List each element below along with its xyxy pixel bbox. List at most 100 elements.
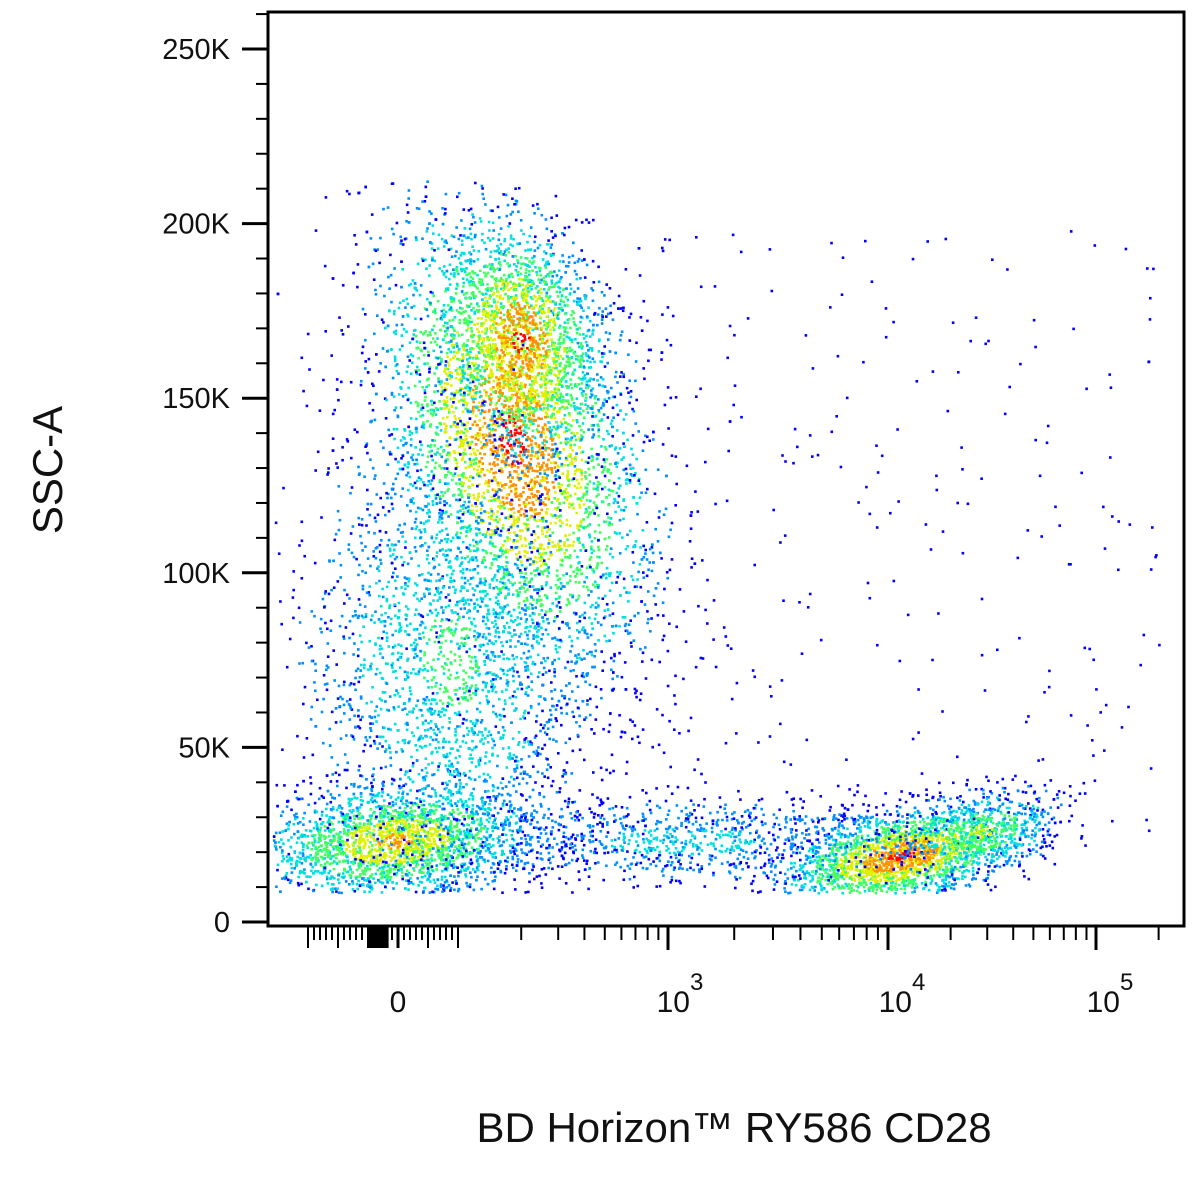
event-dot bbox=[516, 390, 520, 393]
event-dot bbox=[618, 518, 622, 522]
event-dot bbox=[459, 531, 463, 535]
event-dot bbox=[559, 307, 563, 311]
event-dot bbox=[584, 525, 588, 529]
event-dot bbox=[629, 395, 633, 399]
event-dot bbox=[494, 725, 498, 728]
event-dot bbox=[575, 432, 579, 435]
event-dot bbox=[525, 456, 529, 459]
event-dot bbox=[584, 477, 588, 480]
event-dot bbox=[666, 576, 669, 580]
event-dot bbox=[547, 429, 551, 432]
event-dot bbox=[516, 404, 519, 407]
event-dot bbox=[584, 340, 588, 344]
event-dot bbox=[580, 259, 584, 262]
event-dot bbox=[566, 298, 570, 302]
event-dot bbox=[586, 404, 590, 408]
event-dot bbox=[607, 390, 610, 394]
event-dot bbox=[514, 487, 518, 491]
event-dot bbox=[636, 578, 639, 581]
event-dot bbox=[472, 369, 476, 373]
event-dot bbox=[500, 489, 503, 492]
event-dot bbox=[531, 395, 534, 398]
event-dot bbox=[605, 496, 608, 499]
event-dot bbox=[457, 347, 461, 351]
event-dot bbox=[323, 264, 327, 268]
event-dot bbox=[515, 265, 518, 268]
event-dot bbox=[529, 226, 533, 229]
event-dot bbox=[411, 484, 415, 487]
event-dot bbox=[451, 296, 454, 299]
event-dot bbox=[427, 508, 430, 512]
event-dot bbox=[535, 494, 538, 498]
event-dot bbox=[436, 337, 439, 340]
event-dot bbox=[540, 278, 543, 282]
event-dot bbox=[543, 444, 546, 447]
event-dot bbox=[502, 486, 506, 490]
event-dot bbox=[519, 266, 523, 270]
event-dot bbox=[457, 474, 460, 477]
event-dot bbox=[430, 470, 434, 473]
event-dot bbox=[535, 444, 539, 448]
event-dot bbox=[516, 670, 519, 674]
event-dot bbox=[414, 369, 418, 372]
event-dot bbox=[389, 253, 392, 257]
event-dot bbox=[499, 250, 503, 253]
event-dot bbox=[619, 570, 622, 574]
event-dot bbox=[531, 435, 535, 438]
event-dot bbox=[625, 472, 628, 475]
event-dot bbox=[478, 334, 481, 337]
event-dot bbox=[458, 378, 461, 381]
event-dot bbox=[483, 559, 486, 562]
event-dot bbox=[564, 488, 568, 491]
event-dot bbox=[494, 329, 498, 332]
event-dot bbox=[468, 356, 472, 360]
event-dot bbox=[548, 323, 551, 327]
event-dot bbox=[518, 529, 522, 533]
event-dot bbox=[490, 304, 493, 308]
event-dot bbox=[455, 465, 459, 468]
event-dot bbox=[512, 328, 516, 331]
event-dot bbox=[596, 323, 599, 327]
event-dot bbox=[550, 467, 553, 470]
event-dot bbox=[433, 308, 437, 311]
event-dot bbox=[488, 439, 491, 442]
event-dot bbox=[454, 425, 458, 428]
event-dot bbox=[463, 500, 466, 504]
event-dot bbox=[632, 561, 635, 564]
event-dot bbox=[487, 349, 491, 352]
event-dot bbox=[469, 232, 473, 236]
event-dot bbox=[501, 544, 505, 547]
event-dot bbox=[651, 551, 655, 555]
event-dot bbox=[540, 375, 543, 379]
event-dot bbox=[514, 489, 518, 493]
event-dot bbox=[481, 425, 485, 428]
event-dot bbox=[419, 544, 422, 548]
event-dot bbox=[539, 468, 542, 471]
event-dot bbox=[581, 613, 584, 617]
event-dot bbox=[503, 582, 506, 586]
event-dot bbox=[585, 510, 589, 513]
event-dot bbox=[473, 221, 477, 224]
event-dot bbox=[688, 540, 692, 543]
event-dot bbox=[593, 397, 597, 400]
event-dot bbox=[421, 414, 425, 417]
event-dot bbox=[575, 452, 578, 455]
event-dot bbox=[462, 403, 465, 407]
event-dot bbox=[504, 279, 508, 283]
event-dot bbox=[529, 395, 532, 398]
event-dot bbox=[611, 425, 614, 429]
event-dot bbox=[416, 346, 420, 349]
event-dot bbox=[445, 396, 449, 399]
event-dot bbox=[633, 614, 636, 618]
event-dot bbox=[431, 692, 435, 695]
event-dot bbox=[533, 398, 537, 402]
event-dot bbox=[563, 696, 566, 700]
event-dot bbox=[448, 371, 451, 374]
event-dot bbox=[442, 450, 445, 453]
event-dot bbox=[480, 292, 484, 295]
event-dot bbox=[556, 295, 560, 298]
event-dot bbox=[438, 382, 442, 386]
event-dot bbox=[505, 397, 508, 400]
event-dot bbox=[557, 485, 560, 489]
